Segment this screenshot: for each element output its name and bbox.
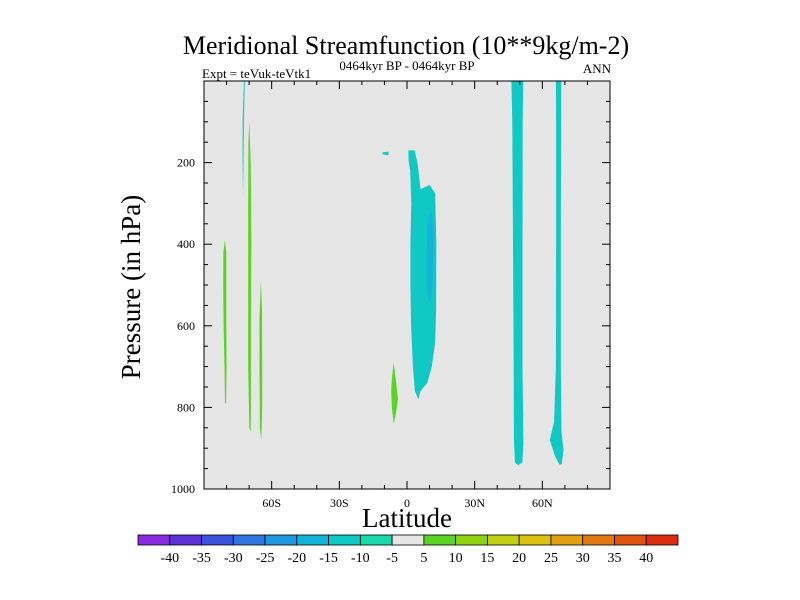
y-tick-label: 600 [177, 319, 195, 333]
colorbar-swatch [645, 534, 679, 546]
y-tick-label: 1000 [171, 482, 195, 496]
x-tick-label: 60N [532, 496, 553, 510]
x-tick-label: 60S [262, 496, 281, 510]
y-axis-title: Pressure (in hPa) [116, 195, 146, 379]
x-tick-label: 30N [464, 496, 485, 510]
colorbar-swatch [582, 534, 615, 546]
y-tick-label: 800 [177, 400, 195, 414]
colorbar-label: 25 [544, 551, 558, 566]
plot-background [204, 81, 610, 489]
colorbar-label: 40 [639, 551, 653, 566]
x-axis-title: Latitude [362, 503, 452, 533]
colorbar-swatch [423, 534, 457, 546]
x-tick-label: 0 [404, 496, 410, 510]
colorbar-label: 20 [512, 551, 526, 566]
colorbar-label: 30 [576, 551, 590, 566]
colorbar-label: -30 [224, 551, 243, 566]
center-subtitle: 0464kyr BP - 0464kyr BP [339, 58, 474, 73]
colorbar-swatch [169, 534, 202, 546]
y-tick-label: 200 [177, 156, 195, 170]
colorbar-swatch [550, 534, 584, 546]
contour-region-positive-5-to-10-near-5s [391, 362, 398, 424]
contour-region-negative-5-to-10-thin-75s [242, 81, 245, 198]
colorbar-swatch [455, 534, 488, 546]
colorbar-swatch [264, 534, 298, 546]
y-axis-ticks: 200 400 600 800 1000 [171, 100, 610, 496]
colorbar-label: -15 [319, 551, 338, 566]
colorbar-label: 10 [449, 551, 463, 566]
contour-regions [223, 81, 564, 466]
colorbar-swatch [201, 534, 234, 546]
contour-region-negative-5-to-10-near-equator [408, 150, 437, 400]
chart-title: Meridional Streamfunction (10**9kg/m-2) [183, 31, 629, 60]
colorbar-label: -20 [287, 551, 306, 566]
colorbar-swatch [391, 534, 425, 546]
colorbar-swatch [487, 534, 520, 546]
y-tick-label: 400 [177, 237, 195, 251]
colorbar-label: -35 [192, 551, 211, 566]
x-axis-ticks: 60S 30S 0 30N 60N [226, 81, 588, 510]
colorbar-label: -40 [160, 551, 179, 566]
colorbar-label: -25 [256, 551, 275, 566]
colorbar-label: 35 [607, 551, 621, 566]
contour-region-negative-5-to-10-strip-65n [549, 81, 564, 465]
colorbar-swatch [359, 534, 393, 546]
contour-region-negative-5-to-10-small [382, 151, 389, 156]
colorbar-swatch [614, 534, 647, 546]
colorbar-label: -10 [351, 551, 370, 566]
colorbar-label: -5 [386, 551, 398, 566]
colorbar-swatch [137, 534, 171, 546]
colorbar: -40 -35 -30 -25 -20 -15 -10 -5 5 10 15 20 25 30 35 40 [137, 534, 679, 566]
colorbar-label: 15 [480, 551, 494, 566]
colorbar-swatch [518, 534, 552, 546]
right-subtitle: ANN [583, 61, 612, 76]
contour-region-positive-5-to-10-75s [223, 240, 227, 404]
colorbar-swatch [232, 534, 266, 546]
left-subtitle: Expt = teVuk-teVtk1 [202, 66, 311, 81]
colorbar-label: 5 [420, 551, 427, 566]
x-tick-label: 30S [330, 496, 349, 510]
colorbar-swatch [296, 534, 329, 546]
contour-region-negative-10-to-15-core [426, 211, 434, 304]
contour-region-negative-5-to-10-strip-45n [511, 81, 524, 466]
contour-region-positive-5-to-10-65s [259, 280, 263, 440]
contour-region-positive-5-to-10-70s [248, 121, 252, 432]
colorbar-swatch [328, 534, 361, 546]
